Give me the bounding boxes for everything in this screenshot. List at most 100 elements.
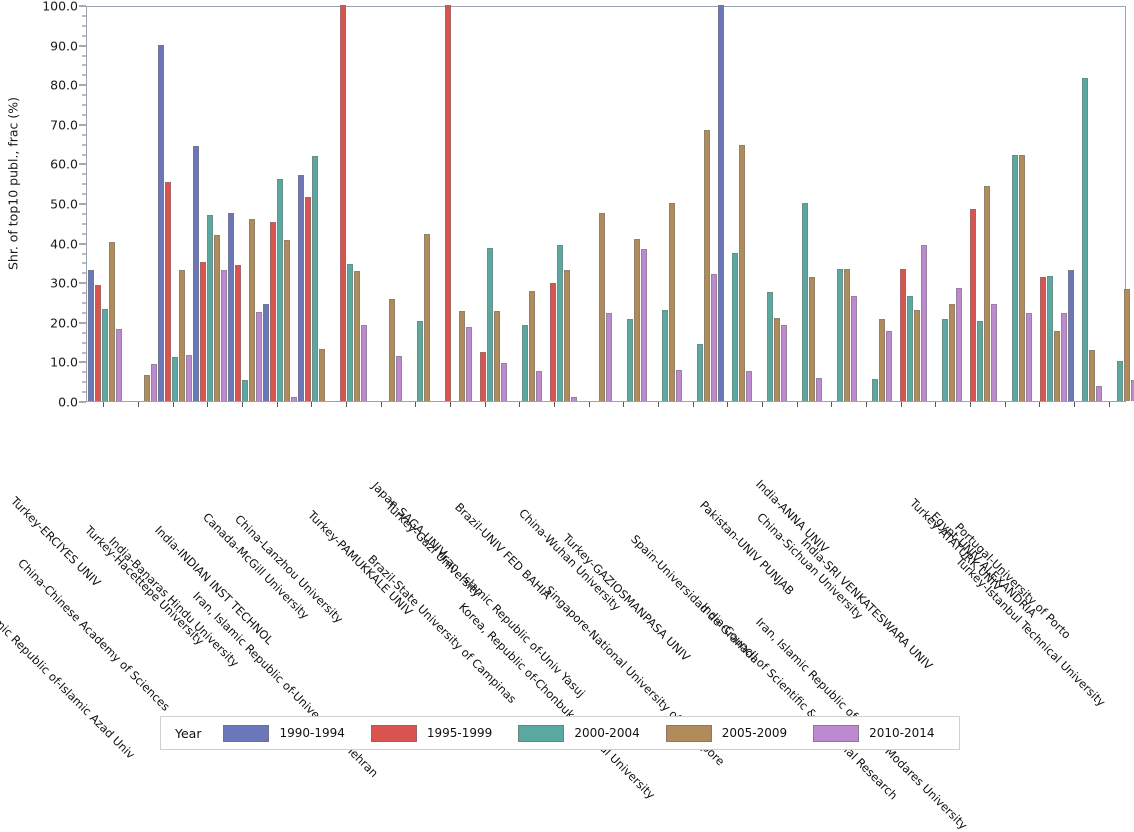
bar[interactable] (396, 356, 402, 401)
bar[interactable] (221, 270, 227, 401)
bar[interactable] (697, 344, 703, 401)
bar[interactable] (718, 5, 724, 401)
bar[interactable] (466, 327, 472, 401)
bar[interactable] (809, 277, 815, 401)
bar[interactable] (851, 296, 857, 401)
legend-entry[interactable]: 2010-2014 (813, 725, 934, 742)
bar[interactable] (1061, 313, 1067, 401)
bar[interactable] (907, 296, 913, 401)
bar[interactable] (88, 270, 94, 401)
bar[interactable] (1019, 155, 1025, 401)
bar[interactable] (361, 325, 367, 401)
bar[interactable] (921, 245, 927, 401)
bar[interactable] (354, 271, 360, 401)
bar[interactable] (207, 215, 213, 401)
bar[interactable] (109, 242, 115, 401)
legend-entry[interactable]: 2000-2004 (518, 725, 639, 742)
bar[interactable] (417, 321, 423, 401)
bar[interactable] (1054, 331, 1060, 401)
bar[interactable] (1089, 350, 1095, 401)
bar[interactable] (389, 299, 395, 401)
bar[interactable] (298, 175, 304, 402)
bar[interactable] (102, 309, 108, 401)
bar[interactable] (256, 312, 262, 401)
bar[interactable] (158, 45, 164, 401)
bar[interactable] (214, 235, 220, 401)
bar[interactable] (662, 310, 668, 401)
bar[interactable] (739, 145, 745, 401)
bar[interactable] (557, 245, 563, 401)
bar[interactable] (564, 270, 570, 401)
bar[interactable] (1047, 276, 1053, 401)
bar[interactable] (200, 262, 206, 401)
bar[interactable] (977, 321, 983, 401)
bar[interactable] (732, 253, 738, 401)
bar[interactable] (1124, 289, 1130, 401)
bar[interactable] (704, 130, 710, 401)
bar[interactable] (767, 292, 773, 401)
bar[interactable] (249, 219, 255, 401)
bar[interactable] (172, 357, 178, 401)
bar[interactable] (676, 370, 682, 401)
bar[interactable] (179, 270, 185, 401)
bar[interactable] (424, 234, 430, 401)
bar[interactable] (522, 325, 528, 401)
bar[interactable] (879, 319, 885, 401)
bar[interactable] (193, 146, 199, 401)
bar[interactable] (487, 248, 493, 401)
bar[interactable] (270, 222, 276, 401)
bar[interactable] (550, 283, 556, 401)
bar[interactable] (886, 331, 892, 401)
bar[interactable] (844, 269, 850, 401)
bar[interactable] (991, 304, 997, 401)
bar[interactable] (263, 304, 269, 401)
bar[interactable] (606, 313, 612, 401)
legend-entry[interactable]: 1995-1999 (371, 725, 492, 742)
bar[interactable] (95, 285, 101, 401)
bar[interactable] (641, 249, 647, 401)
bar[interactable] (501, 363, 507, 401)
bar[interactable] (144, 375, 150, 401)
bar[interactable] (445, 5, 451, 401)
bar[interactable] (536, 371, 542, 401)
bar[interactable] (242, 380, 248, 401)
bar[interactable] (970, 209, 976, 401)
bar[interactable] (746, 371, 752, 401)
bar[interactable] (984, 186, 990, 401)
bar[interactable] (942, 319, 948, 401)
bar[interactable] (480, 352, 486, 401)
bar[interactable] (116, 329, 122, 401)
bar[interactable] (459, 311, 465, 401)
bar[interactable] (186, 355, 192, 401)
bar[interactable] (669, 203, 675, 401)
legend-entry[interactable]: 1990-1994 (223, 725, 344, 742)
bar[interactable] (1026, 313, 1032, 401)
bar[interactable] (235, 265, 241, 401)
bar[interactable] (571, 397, 577, 401)
bar[interactable] (529, 291, 535, 401)
bar[interactable] (1040, 277, 1046, 401)
bar[interactable] (291, 397, 297, 401)
bar[interactable] (956, 288, 962, 401)
bar[interactable] (347, 264, 353, 401)
bar[interactable] (816, 378, 822, 401)
bar[interactable] (319, 349, 325, 401)
bar[interactable] (949, 304, 955, 401)
bar[interactable] (312, 156, 318, 401)
bar[interactable] (802, 203, 808, 401)
bar[interactable] (774, 318, 780, 401)
bar[interactable] (900, 269, 906, 401)
bar[interactable] (1117, 361, 1123, 401)
bar[interactable] (872, 379, 878, 401)
bar[interactable] (599, 213, 605, 401)
bar[interactable] (781, 325, 787, 401)
bar[interactable] (1068, 270, 1074, 401)
bar[interactable] (1082, 78, 1088, 401)
bar[interactable] (1096, 386, 1102, 401)
bar[interactable] (284, 240, 290, 401)
bar[interactable] (914, 310, 920, 401)
bar[interactable] (1131, 380, 1134, 401)
bar[interactable] (711, 274, 717, 401)
bar[interactable] (340, 5, 346, 401)
bar[interactable] (634, 239, 640, 401)
